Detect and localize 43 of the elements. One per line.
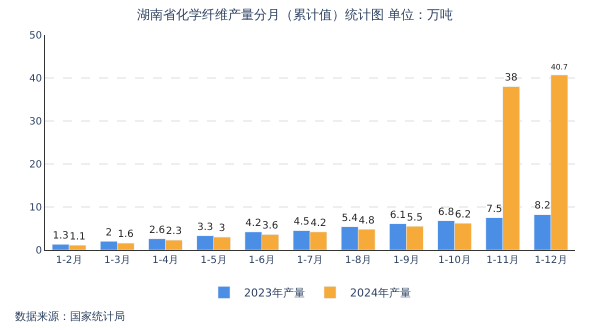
chart-title: 湖南省化学纤维产量分月（累计值）统计图 单位：万吨: [136, 8, 454, 23]
y-tick-label: 30: [29, 116, 42, 128]
x-tick-label: 1-4月: [152, 255, 179, 266]
data-label: 4.2: [310, 218, 326, 229]
data-label: 1.1: [70, 231, 86, 242]
data-label: 3: [218, 223, 226, 234]
source-note: 数据来源：国家统计局: [15, 310, 125, 323]
data-label: 5.4: [342, 212, 358, 224]
data-label: 6.8: [438, 206, 454, 218]
data-label: 8.2: [534, 200, 550, 212]
data-label: 40.7: [550, 62, 568, 72]
y-tick-label: 0: [36, 246, 42, 256]
y-tick-label: 20: [29, 160, 42, 170]
data-label: 7.5: [486, 204, 502, 215]
x-tick-label: 1-6月: [248, 255, 275, 266]
x-tick-label: 1-8月: [345, 255, 372, 266]
data-label: 6.2: [455, 209, 471, 220]
legend-label: 2023年产量: [244, 286, 305, 300]
x-tick-label: 1-3月: [104, 255, 130, 266]
x-tick-label: 1-5月: [200, 255, 227, 266]
x-tick-label: 1-7月: [296, 255, 324, 266]
data-label: 2.6: [149, 224, 165, 236]
data-label: 3.6: [262, 220, 278, 232]
data-label: 4.8: [358, 215, 375, 226]
data-label: 1.6: [118, 229, 134, 240]
data-label: 38: [504, 72, 518, 84]
x-tick-label: 1-10月: [438, 255, 471, 266]
data-label: 4.2: [245, 218, 262, 229]
y-tick-label: 50: [29, 30, 42, 42]
y-tick-label: 40: [29, 74, 42, 84]
y-tick-label: 10: [29, 202, 42, 214]
x-tick-label: 1-12月: [534, 255, 568, 266]
data-label: 5.5: [406, 212, 423, 224]
x-tick-label: 1-9月: [393, 255, 420, 266]
data-label: 2: [106, 227, 112, 238]
data-label: 6.1: [390, 210, 406, 221]
x-tick-label: 1-2月: [56, 255, 82, 266]
data-label: 1.3: [52, 230, 69, 242]
data-label: 4.5: [294, 216, 310, 228]
data-label: 3.3: [197, 222, 214, 233]
data-label: 2.3: [166, 226, 182, 238]
x-tick-label: 1-11月: [486, 255, 520, 266]
legend-label: 2024年产量: [350, 286, 411, 300]
